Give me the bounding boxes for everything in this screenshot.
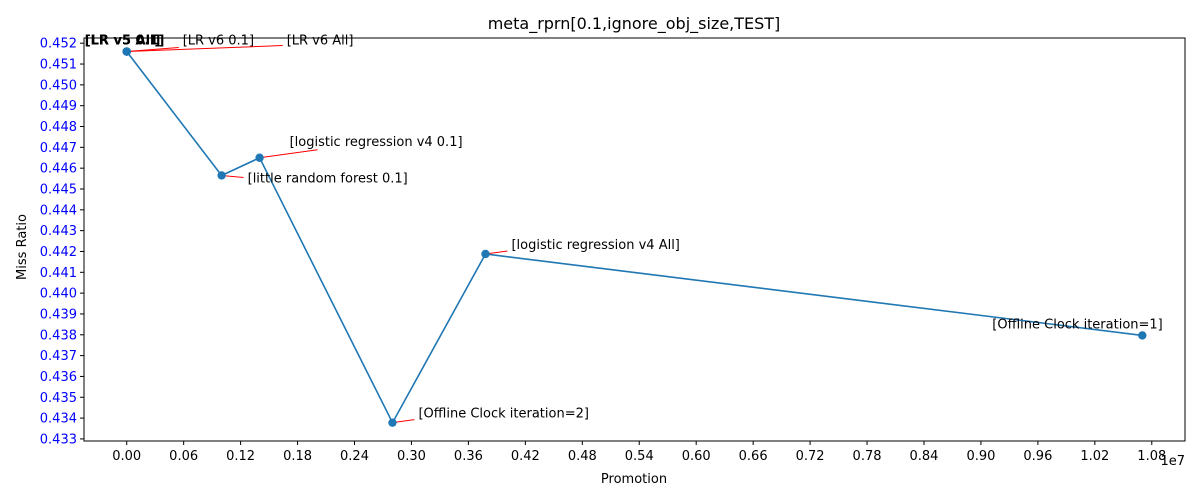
x-tick-label: 0.30 — [397, 449, 426, 464]
y-tick-label: 0.436 — [40, 370, 77, 385]
x-tick-label: 0.66 — [739, 449, 768, 464]
x-axis-scale-label: 1e7 — [1160, 454, 1185, 469]
x-axis-label: Promotion — [601, 472, 667, 487]
data-point-marker — [255, 153, 264, 162]
x-tick-label: 0.54 — [625, 449, 654, 464]
y-tick-label: 0.442 — [40, 245, 77, 260]
x-tick-label: 0.06 — [169, 449, 198, 464]
x-tick-label: 0.12 — [226, 449, 255, 464]
point-annotation: [little random forest 0.1] — [248, 171, 408, 186]
plot-area: 0.433 0.434 0.435 0.436 0.437 0.438 0.439 0.440… — [40, 34, 1186, 464]
y-tick-label: 0.441 — [40, 266, 77, 281]
y-tick-label: 0.440 — [40, 287, 77, 302]
y-axis-label: Miss Ratio — [15, 214, 30, 280]
x-tick-label: 1.08 — [1137, 449, 1166, 464]
point-annotation: [LR v6 All] — [287, 34, 354, 49]
point-annotation: [LR v5 All] — [85, 34, 161, 49]
point-annotation: [logistic regression v4 All] — [511, 238, 679, 253]
y-tick-label: 0.437 — [40, 349, 77, 364]
annotation-leader-line — [259, 149, 318, 159]
x-tick-label: 0.84 — [910, 449, 939, 464]
y-tick-label: 0.433 — [40, 432, 77, 447]
y-tick-label: 0.444 — [40, 203, 77, 218]
y-tick-label: 0.445 — [40, 182, 77, 197]
data-point-marker — [388, 418, 397, 427]
point-annotation: [Offline Clock iteration=2] — [418, 407, 588, 422]
y-tick-label: 0.448 — [40, 120, 77, 135]
x-tick-label: 0.60 — [682, 449, 711, 464]
data-point-marker — [122, 47, 131, 56]
y-tick-label: 0.438 — [40, 328, 77, 343]
point-annotation: [LR v6 0.1] — [183, 34, 254, 49]
chart-title: meta_rprn[0.1,ignore_obj_size,TEST] — [488, 14, 781, 34]
x-tick-label: 0.18 — [283, 449, 312, 464]
y-tick-label: 0.449 — [40, 99, 77, 114]
y-tick-label: 0.450 — [40, 78, 77, 93]
data-point-marker — [481, 249, 490, 259]
x-tick-label: 0.24 — [340, 449, 369, 464]
point-annotation: [Offline Clock iteration=1] — [992, 317, 1162, 332]
y-tick-label: 0.447 — [40, 141, 77, 156]
plot-frame — [83, 37, 1186, 442]
x-tick-label: 0.78 — [853, 449, 882, 464]
x-tick-label: 0.42 — [511, 449, 540, 464]
y-tick-label: 0.446 — [40, 162, 77, 177]
y-tick-label: 0.443 — [40, 224, 77, 239]
x-tick-label: 0.96 — [1023, 449, 1052, 464]
y-tick-label: 0.451 — [40, 58, 77, 73]
y-tick-label: 0.434 — [40, 412, 77, 427]
x-tick-label: 0.48 — [568, 449, 597, 464]
annotation-leader-line — [126, 45, 283, 53]
point-annotation: [logistic regression v4 0.1] — [290, 135, 463, 150]
x-tick-label: 0.72 — [796, 449, 825, 464]
y-tick-label: 0.435 — [40, 391, 77, 406]
data-point-marker — [217, 171, 226, 180]
x-tick-label: 0.00 — [112, 449, 141, 464]
y-tick-label: 0.452 — [40, 37, 77, 52]
x-tick-label: 1.02 — [1080, 449, 1109, 464]
data-point-marker — [1138, 331, 1147, 340]
x-tick-label: 0.90 — [966, 449, 995, 464]
series-line — [126, 51, 1143, 425]
point-annotation: [LR v5 0.1] — [85, 34, 165, 49]
x-tick-label: 0.36 — [454, 449, 483, 464]
y-tick-label: 0.439 — [40, 307, 77, 322]
